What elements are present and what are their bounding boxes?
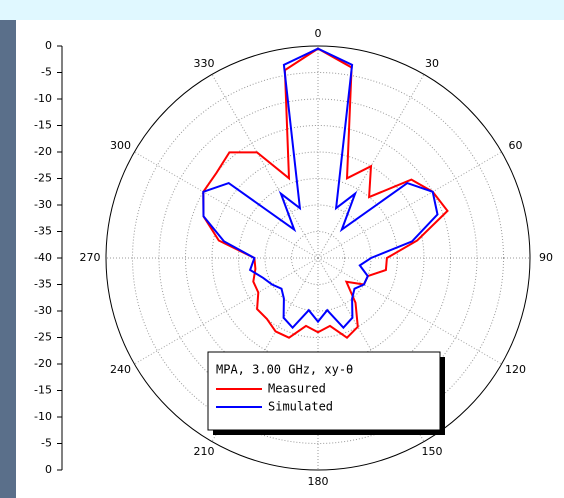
top-band	[0, 0, 564, 20]
r-tick-label: -20	[34, 145, 52, 158]
r-tick-label: -40	[34, 251, 52, 264]
theta-tick-label: 300	[110, 139, 131, 152]
theta-tick-label: 120	[505, 363, 526, 376]
theta-tick-label: 0	[315, 27, 322, 40]
left-strip	[0, 20, 16, 498]
r-tick-label: -5	[41, 66, 52, 79]
theta-tick-label: 60	[508, 139, 522, 152]
r-tick-label: -10	[34, 92, 52, 105]
r-tick-label: -15	[34, 384, 52, 397]
theta-tick-label: 270	[80, 251, 101, 264]
chart: MPA, 3.00 GHz, xy-θ Measured Simulated 0 0…	[0, 0, 564, 498]
r-tick-label: -25	[34, 172, 52, 185]
r-tick-label: 0	[45, 463, 52, 476]
r-tick-label: -30	[34, 198, 52, 211]
theta-tick-label: 30	[425, 57, 439, 70]
theta-tick-label: 180	[308, 475, 329, 488]
legend: MPA, 3.00 GHz, xy-θ Measured Simulated	[208, 352, 445, 435]
theta-tick-label: 150	[422, 445, 443, 458]
r-tick-label: -5	[41, 437, 52, 450]
r-tick-label: -35	[34, 278, 52, 291]
r-tick-label: -20	[34, 357, 52, 370]
legend-label: Measured	[268, 382, 326, 396]
theta-tick-label: 90	[539, 251, 553, 264]
r-tick-label: -10	[34, 410, 52, 423]
legend-label: Simulated	[268, 400, 333, 414]
theta-tick-label: 330	[194, 57, 215, 70]
r-tick-label: -15	[34, 119, 52, 132]
theta-tick-label: 240	[110, 363, 131, 376]
r-tick-label: -30	[34, 304, 52, 317]
r-tick-label: 0	[45, 39, 52, 52]
legend-title: MPA, 3.00 GHz, xy-θ	[216, 363, 353, 377]
r-tick-label: -25	[34, 331, 52, 344]
r-tick-label: -35	[34, 225, 52, 238]
theta-tick-label: 210	[194, 445, 215, 458]
